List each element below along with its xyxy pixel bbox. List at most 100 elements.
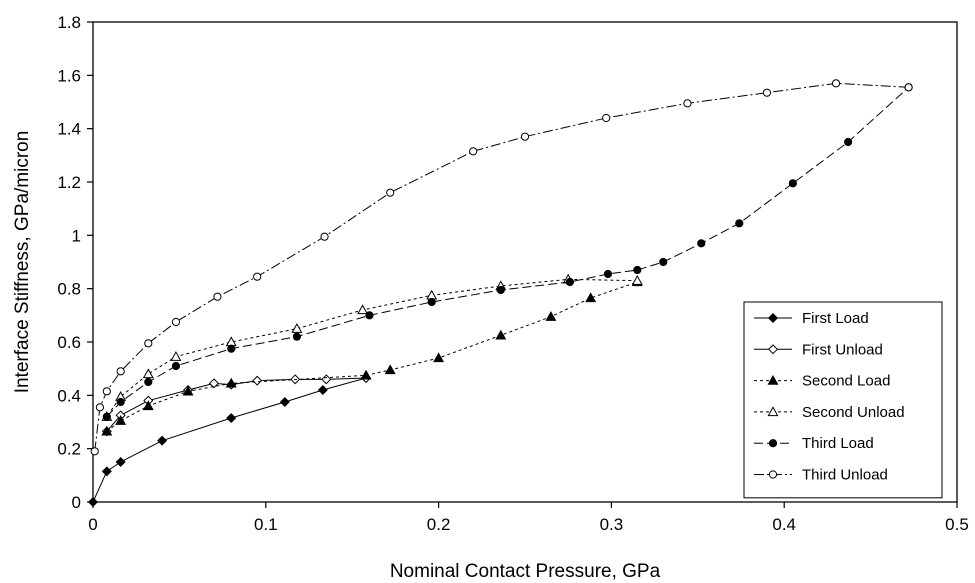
- x-tick-label: 0.4: [772, 515, 796, 534]
- legend-swatch-marker: [767, 312, 779, 324]
- data-point-first-load: [157, 435, 168, 446]
- y-tick-label: 0.4: [57, 386, 81, 405]
- data-point-third-unload: [762, 88, 772, 97]
- legend-item-first-unload: First Unload: [754, 341, 883, 358]
- data-point-third-unload: [90, 447, 99, 456]
- legend-swatch-marker: [767, 344, 779, 355]
- data-point-third-unload: [602, 113, 611, 123]
- legend-box: [743, 301, 943, 499]
- data-point-third-unload: [95, 403, 105, 412]
- legend-item-third-unload: Third Unload: [754, 467, 888, 484]
- series-line-third-load: [106, 86, 909, 418]
- data-point-third-load: [171, 361, 181, 371]
- y-tick-label: 1.8: [57, 13, 81, 32]
- data-point-third-load: [427, 297, 436, 307]
- legend-label: First Load: [802, 310, 869, 327]
- data-point-third-load: [102, 412, 111, 421]
- x-tick-label: 0.3: [600, 515, 624, 534]
- legend: First Load First Unload Second Load Second …: [743, 301, 943, 499]
- data-point-first-load: [101, 466, 112, 477]
- legend-item-third-load: Third Load: [754, 435, 874, 452]
- data-point-second-load: [433, 352, 445, 363]
- data-point-second-load: [495, 329, 507, 340]
- y-tick-label: 0.6: [57, 333, 81, 352]
- x-axis-title: Nominal Contact Pressure, GPa: [390, 561, 661, 582]
- data-point-second-unload: [357, 304, 369, 315]
- data-point-second-unload: [170, 351, 182, 361]
- data-point-third-load: [365, 311, 374, 320]
- legend-item-first-load: First Load: [754, 310, 869, 327]
- data-point-first-load: [317, 384, 328, 396]
- data-point-third-unload: [520, 132, 530, 141]
- legend-label: Second Load: [802, 373, 890, 390]
- data-point-second-load: [142, 400, 154, 411]
- data-point-first-load: [115, 456, 126, 468]
- series-line-second-load: [106, 281, 638, 432]
- x-tick-label: 0.2: [427, 515, 451, 534]
- legend-swatch-marker: [767, 374, 779, 385]
- y-tick-label: 1.2: [57, 173, 81, 192]
- y-tick-label: 0.2: [57, 440, 81, 459]
- x-tick-label: 0.1: [254, 515, 278, 534]
- legend-item-second-load: Second Load: [754, 373, 890, 390]
- series-line-second-unload: [106, 278, 638, 417]
- legend-swatch-marker: [768, 470, 778, 479]
- legend-swatch-marker: [768, 439, 778, 448]
- data-point-second-load: [360, 369, 372, 380]
- data-point-first-unload: [321, 374, 332, 385]
- data-point-third-unload: [116, 367, 125, 376]
- y-tick-label: 1.4: [57, 120, 81, 139]
- data-point-third-load: [844, 137, 853, 147]
- data-point-third-load: [292, 332, 302, 341]
- legend-label: First Unload: [802, 341, 883, 358]
- data-point-second-load: [101, 425, 113, 436]
- data-point-third-load: [633, 265, 642, 275]
- data-point-third-unload: [320, 232, 329, 241]
- data-point-third-load: [565, 277, 575, 287]
- x-tick-label: 0.5: [945, 515, 969, 534]
- data-point-first-unload: [252, 375, 263, 386]
- data-point-second-load: [585, 292, 597, 303]
- legend-label: Third Unload: [802, 467, 888, 484]
- y-tick-label: 0.8: [57, 280, 81, 299]
- series-line-first-unload: [106, 377, 367, 432]
- data-point-third-load: [227, 344, 236, 353]
- y-tick-label: 1: [72, 226, 81, 245]
- y-tick-label: 1.6: [57, 66, 81, 85]
- data-point-first-load: [226, 412, 237, 424]
- data-point-second-load: [182, 385, 194, 396]
- legend-label: Third Load: [802, 435, 874, 452]
- data-point-third-unload: [102, 387, 111, 396]
- data-point-third-load: [659, 257, 668, 267]
- data-point-third-load: [697, 239, 706, 248]
- data-point-first-load: [87, 496, 99, 508]
- data-point-second-unload: [291, 323, 303, 333]
- data-point-third-unload: [469, 147, 478, 156]
- series-third-unload: [90, 79, 913, 456]
- data-point-third-unload: [253, 272, 262, 281]
- legend-item-second-unload: Second Unload: [754, 404, 905, 421]
- data-point-second-load: [115, 415, 127, 425]
- series-layer: [87, 79, 913, 508]
- y-tick-label: 0: [72, 493, 81, 512]
- x-tick-label: 0: [88, 515, 97, 534]
- data-point-second-load: [384, 364, 396, 375]
- data-point-second-load: [225, 377, 237, 388]
- data-point-third-load: [735, 219, 744, 228]
- data-point-second-unload: [631, 275, 643, 285]
- data-point-third-unload: [144, 339, 153, 348]
- data-point-second-unload: [142, 368, 154, 379]
- legend-label: Second Unload: [802, 404, 905, 421]
- data-point-third-unload: [386, 188, 395, 197]
- series-third-load: [102, 83, 913, 421]
- data-point-third-load: [603, 269, 613, 279]
- data-point-third-unload: [831, 79, 841, 88]
- data-point-third-load: [496, 285, 505, 295]
- data-point-second-load: [545, 311, 557, 321]
- data-point-third-unload: [171, 317, 181, 327]
- data-point-first-load: [279, 396, 290, 408]
- axes: 0 0.1 0.2 0.3 0.4 0.5 0 0.2 0.4 0.6 0.8 1 1.2 1.4 1.6 1…: [57, 13, 968, 534]
- data-point-third-load: [116, 397, 125, 407]
- y-axis-title: Interface Stiffness, GPa/micron: [12, 131, 33, 394]
